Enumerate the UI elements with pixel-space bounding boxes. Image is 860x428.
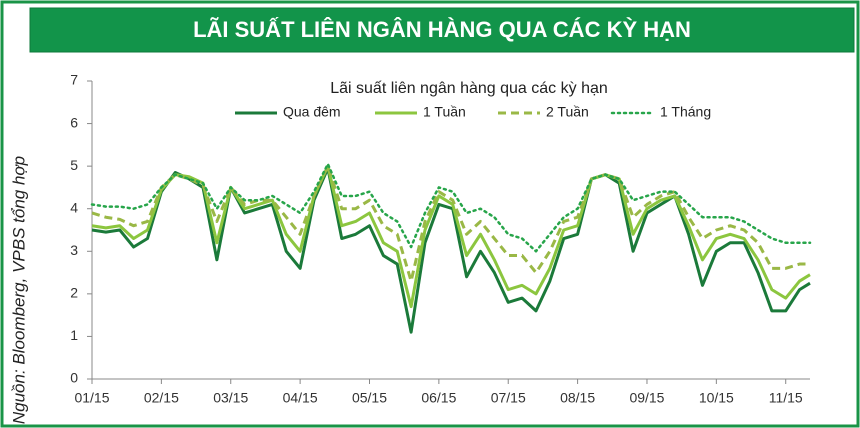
banner-title: LÃI SUẤT LIÊN NGÂN HÀNG QUA CÁC KỲ HẠN <box>193 17 691 42</box>
y-tick-label: 5 <box>70 157 78 173</box>
chart-title: Lãi suất liên ngân hàng qua các kỳ hạn <box>330 80 608 97</box>
y-tick-label: 2 <box>70 285 78 301</box>
x-tick-label: 03/15 <box>213 390 248 406</box>
series-line <box>91 164 810 283</box>
x-tick-label: 09/15 <box>629 390 664 406</box>
x-tick-label: 01/15 <box>74 390 109 406</box>
y-tick-label: 4 <box>70 199 78 215</box>
x-tick-label: 10/15 <box>699 390 734 406</box>
legend-label: 1 Tháng <box>660 104 711 120</box>
y-tick-label: 0 <box>70 370 78 386</box>
x-tick-label: 06/15 <box>421 390 456 406</box>
x-tick-label: 04/15 <box>283 390 318 406</box>
x-tick-label: 08/15 <box>560 390 595 406</box>
y-tick-label: 3 <box>70 242 78 258</box>
x-tick-label: 02/15 <box>144 390 179 406</box>
x-tick-label: 05/15 <box>352 390 387 406</box>
y-tick-label: 6 <box>70 114 78 130</box>
y-tick-label: 1 <box>70 327 78 343</box>
x-tick-label: 11/15 <box>769 390 803 406</box>
x-tick-label: 07/15 <box>491 390 526 406</box>
legend-label: 1 Tuần <box>423 104 466 120</box>
series-line <box>90 162 812 253</box>
banner <box>29 7 855 53</box>
legend-label: 2 Tuần <box>546 104 589 120</box>
source-note: Nguồn: Bloomberg, VPBS tổng hợp <box>9 156 28 424</box>
y-tick-label: 7 <box>70 72 78 88</box>
series-line <box>91 164 811 309</box>
legend-label: Qua đêm <box>283 104 341 120</box>
